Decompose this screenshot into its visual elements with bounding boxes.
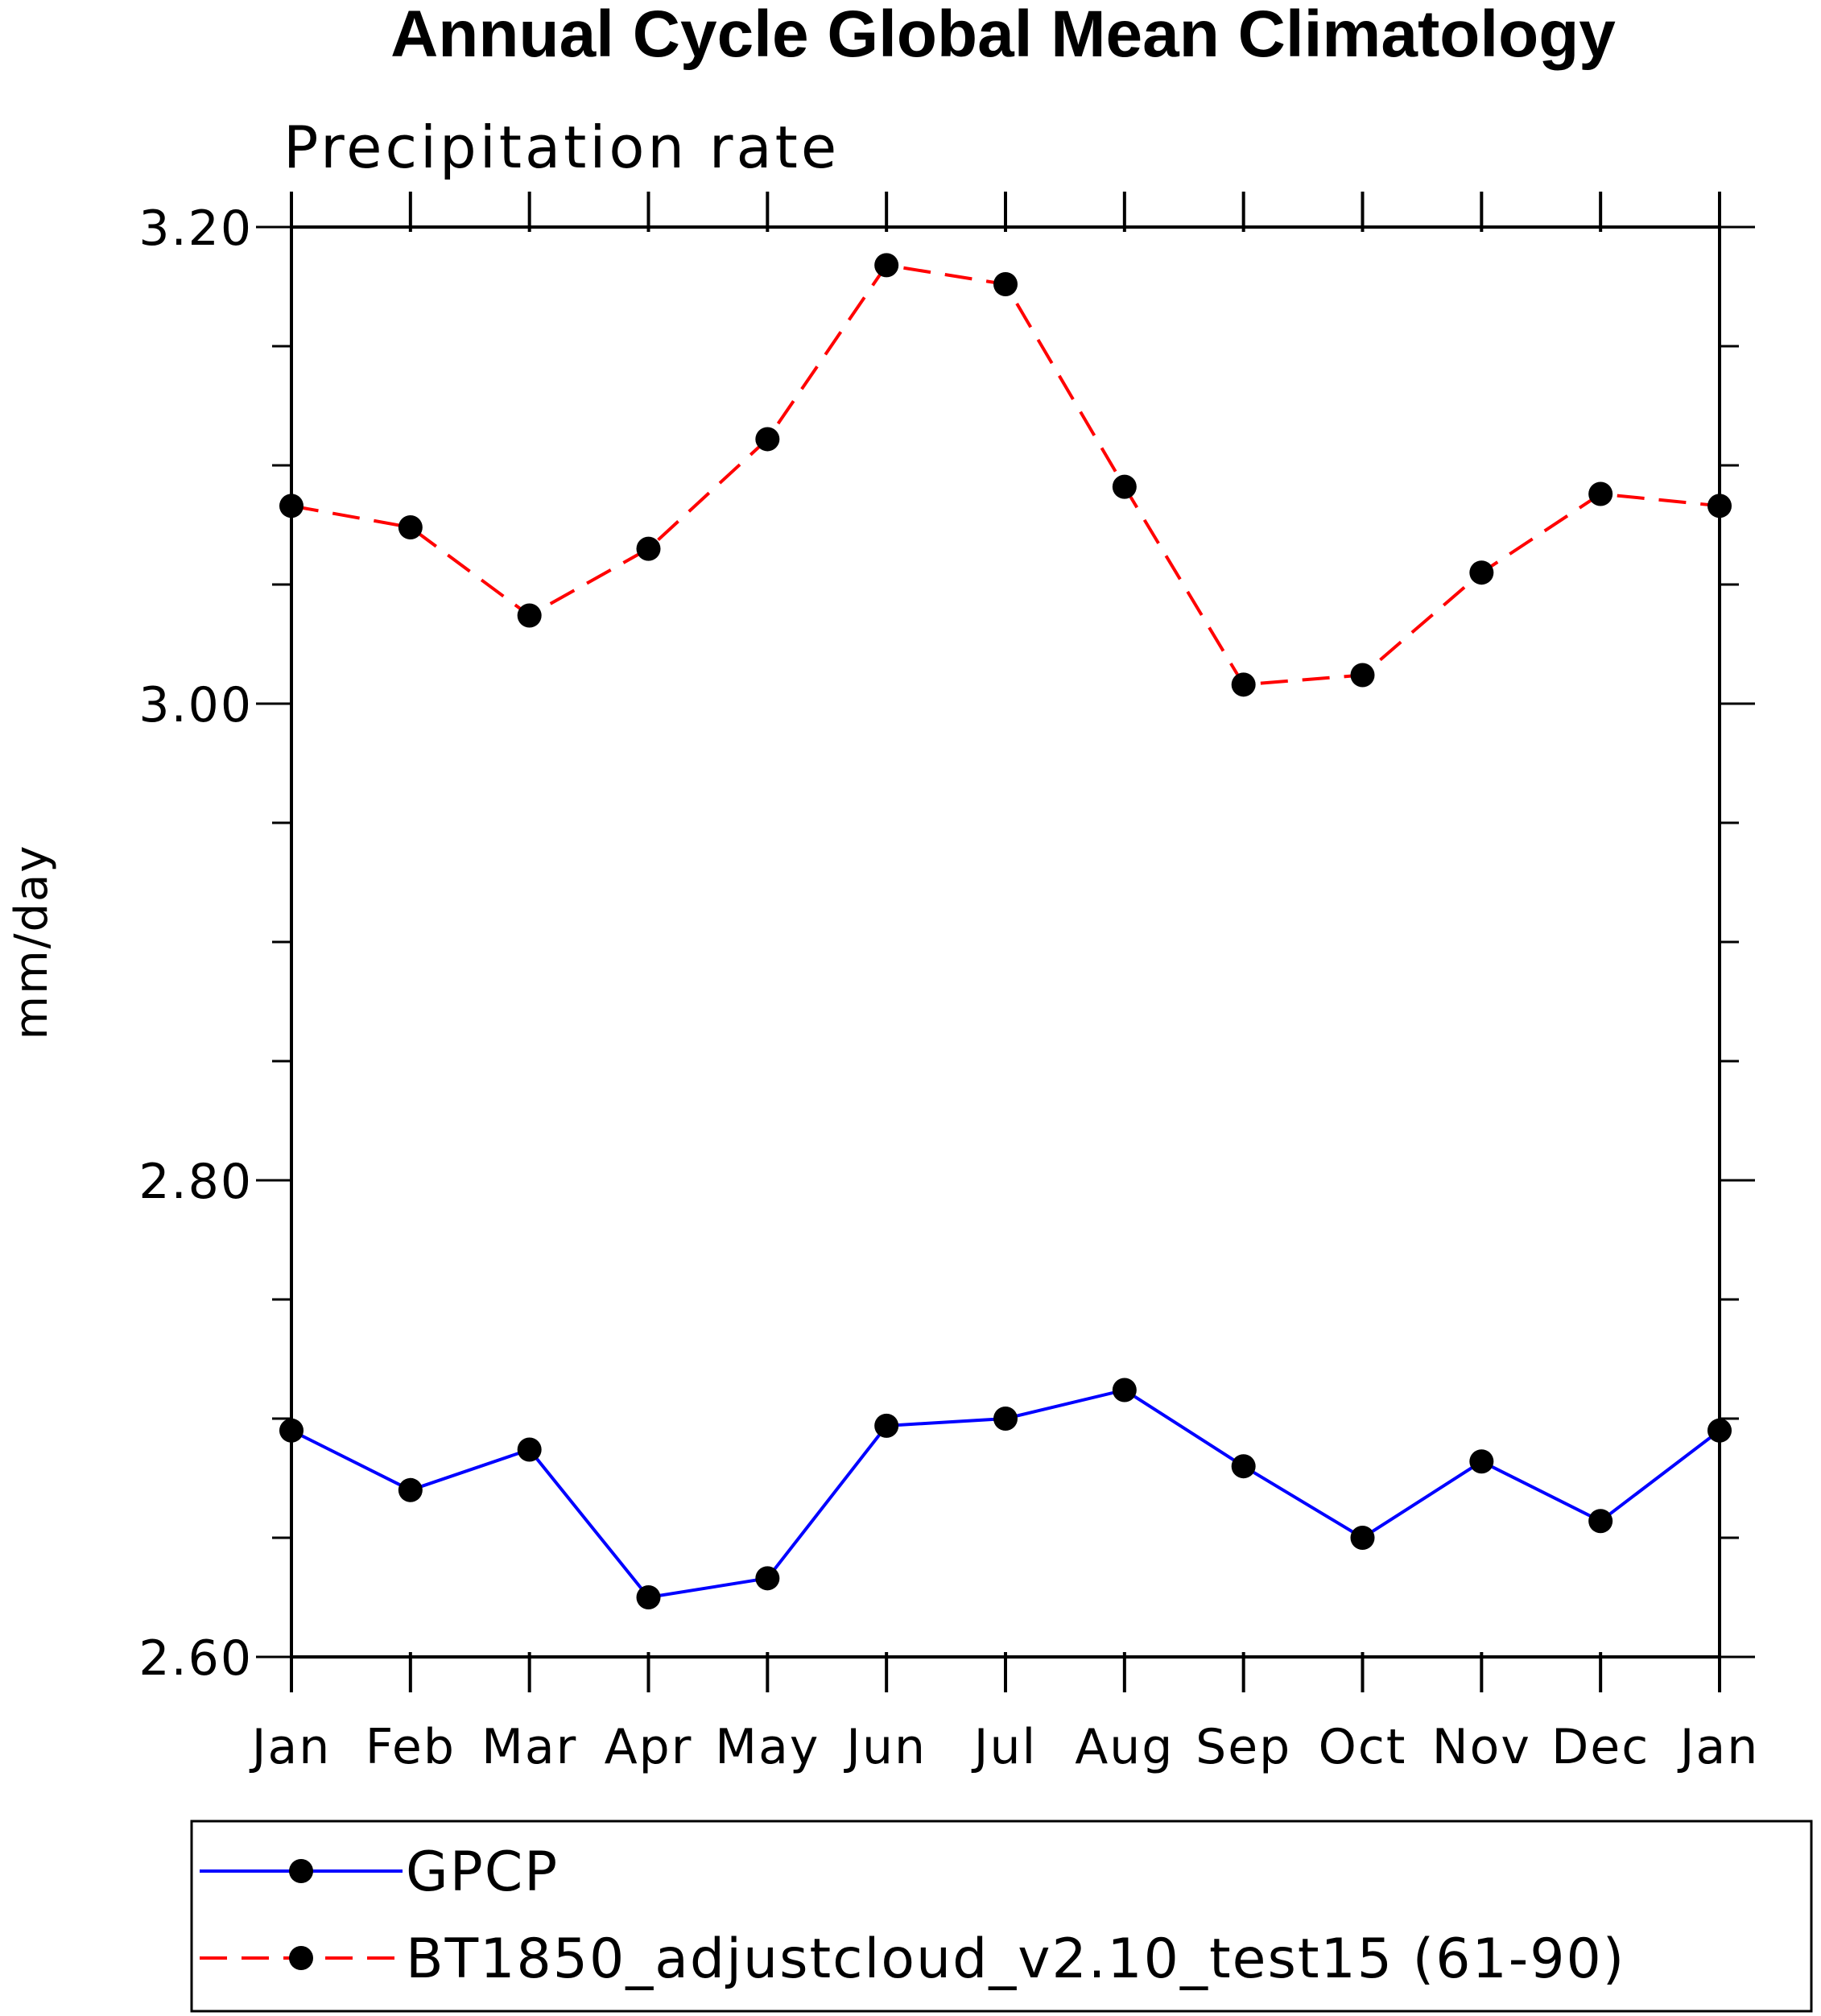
x-tick-labels: Jan Feb Mar Apr May Jun Jul Aug Sep Oct Nov Dec Jan [249,1719,1760,1775]
chart-title: Annual Cycle Global Mean Climatology [390,0,1616,71]
legend-marker-model [289,1946,313,1970]
series-1-point [1112,474,1137,499]
series-0-point [993,1407,1018,1431]
series-0-point [1231,1454,1256,1479]
axes [256,192,1755,1692]
y-axis-label: mm/day [6,845,58,1040]
chart-subtitle: Precipitation rate [283,114,840,181]
x-tick-label: Nov [1432,1719,1531,1775]
plot-frame [290,225,1721,1659]
x-tick-label: Sep [1195,1719,1291,1775]
x-tick-label: Mar [481,1719,577,1775]
series-0-point [1350,1526,1375,1550]
series-0-point [1588,1509,1613,1534]
series-1-point [398,514,423,539]
legend: GPCP BT1850_adjustcloud_v2.10_test15 (61… [190,1820,1813,2013]
series-0-point [398,1477,423,1502]
legend-label-gpcp: GPCP [406,1840,559,1904]
y-tick-label: 2.60 [138,1630,253,1687]
series-0-point [517,1437,542,1462]
x-tick-label: Feb [365,1719,456,1775]
series-1-point [993,272,1018,297]
y-tick-labels: 2.60 2.80 3.00 3.20 [138,200,253,1687]
series-0-point [1707,1418,1732,1443]
series-0-point [755,1566,780,1591]
x-tick-label: Oct [1319,1719,1407,1775]
x-tick-label: Dec [1551,1719,1650,1775]
series-0-point [874,1413,899,1438]
series-0-point [279,1418,304,1443]
x-tick-label: May [715,1719,820,1775]
y-tick-label: 3.20 [138,200,253,257]
series-1-point [874,253,899,278]
legend-box [190,1820,1813,2013]
series-line-1 [291,263,1720,687]
series-1-point [1469,560,1494,585]
series-0-point [1469,1449,1494,1474]
series-0-point [636,1585,661,1609]
series-1-point [755,427,780,452]
series-1-point [1707,494,1732,518]
series-1-point [1231,672,1256,697]
series-1-point [279,494,304,518]
series-1-point [1350,663,1375,688]
y-tick-label: 2.80 [138,1154,253,1210]
series-0-point [1112,1378,1137,1403]
series-1-point [517,603,542,628]
x-tick-label: Jan [249,1719,332,1775]
y-tick-label: 3.00 [138,677,253,733]
x-tick-label: Aug [1075,1719,1174,1775]
x-tick-label: Apr [605,1719,693,1775]
legend-marker-gpcp [289,1859,313,1883]
series-layer [279,253,1732,1609]
series-1-point [636,536,661,561]
x-tick-label: Jan [1677,1719,1760,1775]
x-tick-label: Jun [843,1719,927,1775]
legend-label-model: BT1850_adjustcloud_v2.10_test15 (61-90) [406,1927,1625,1991]
series-1-point [1588,481,1613,506]
x-tick-label: Jul [971,1719,1037,1775]
